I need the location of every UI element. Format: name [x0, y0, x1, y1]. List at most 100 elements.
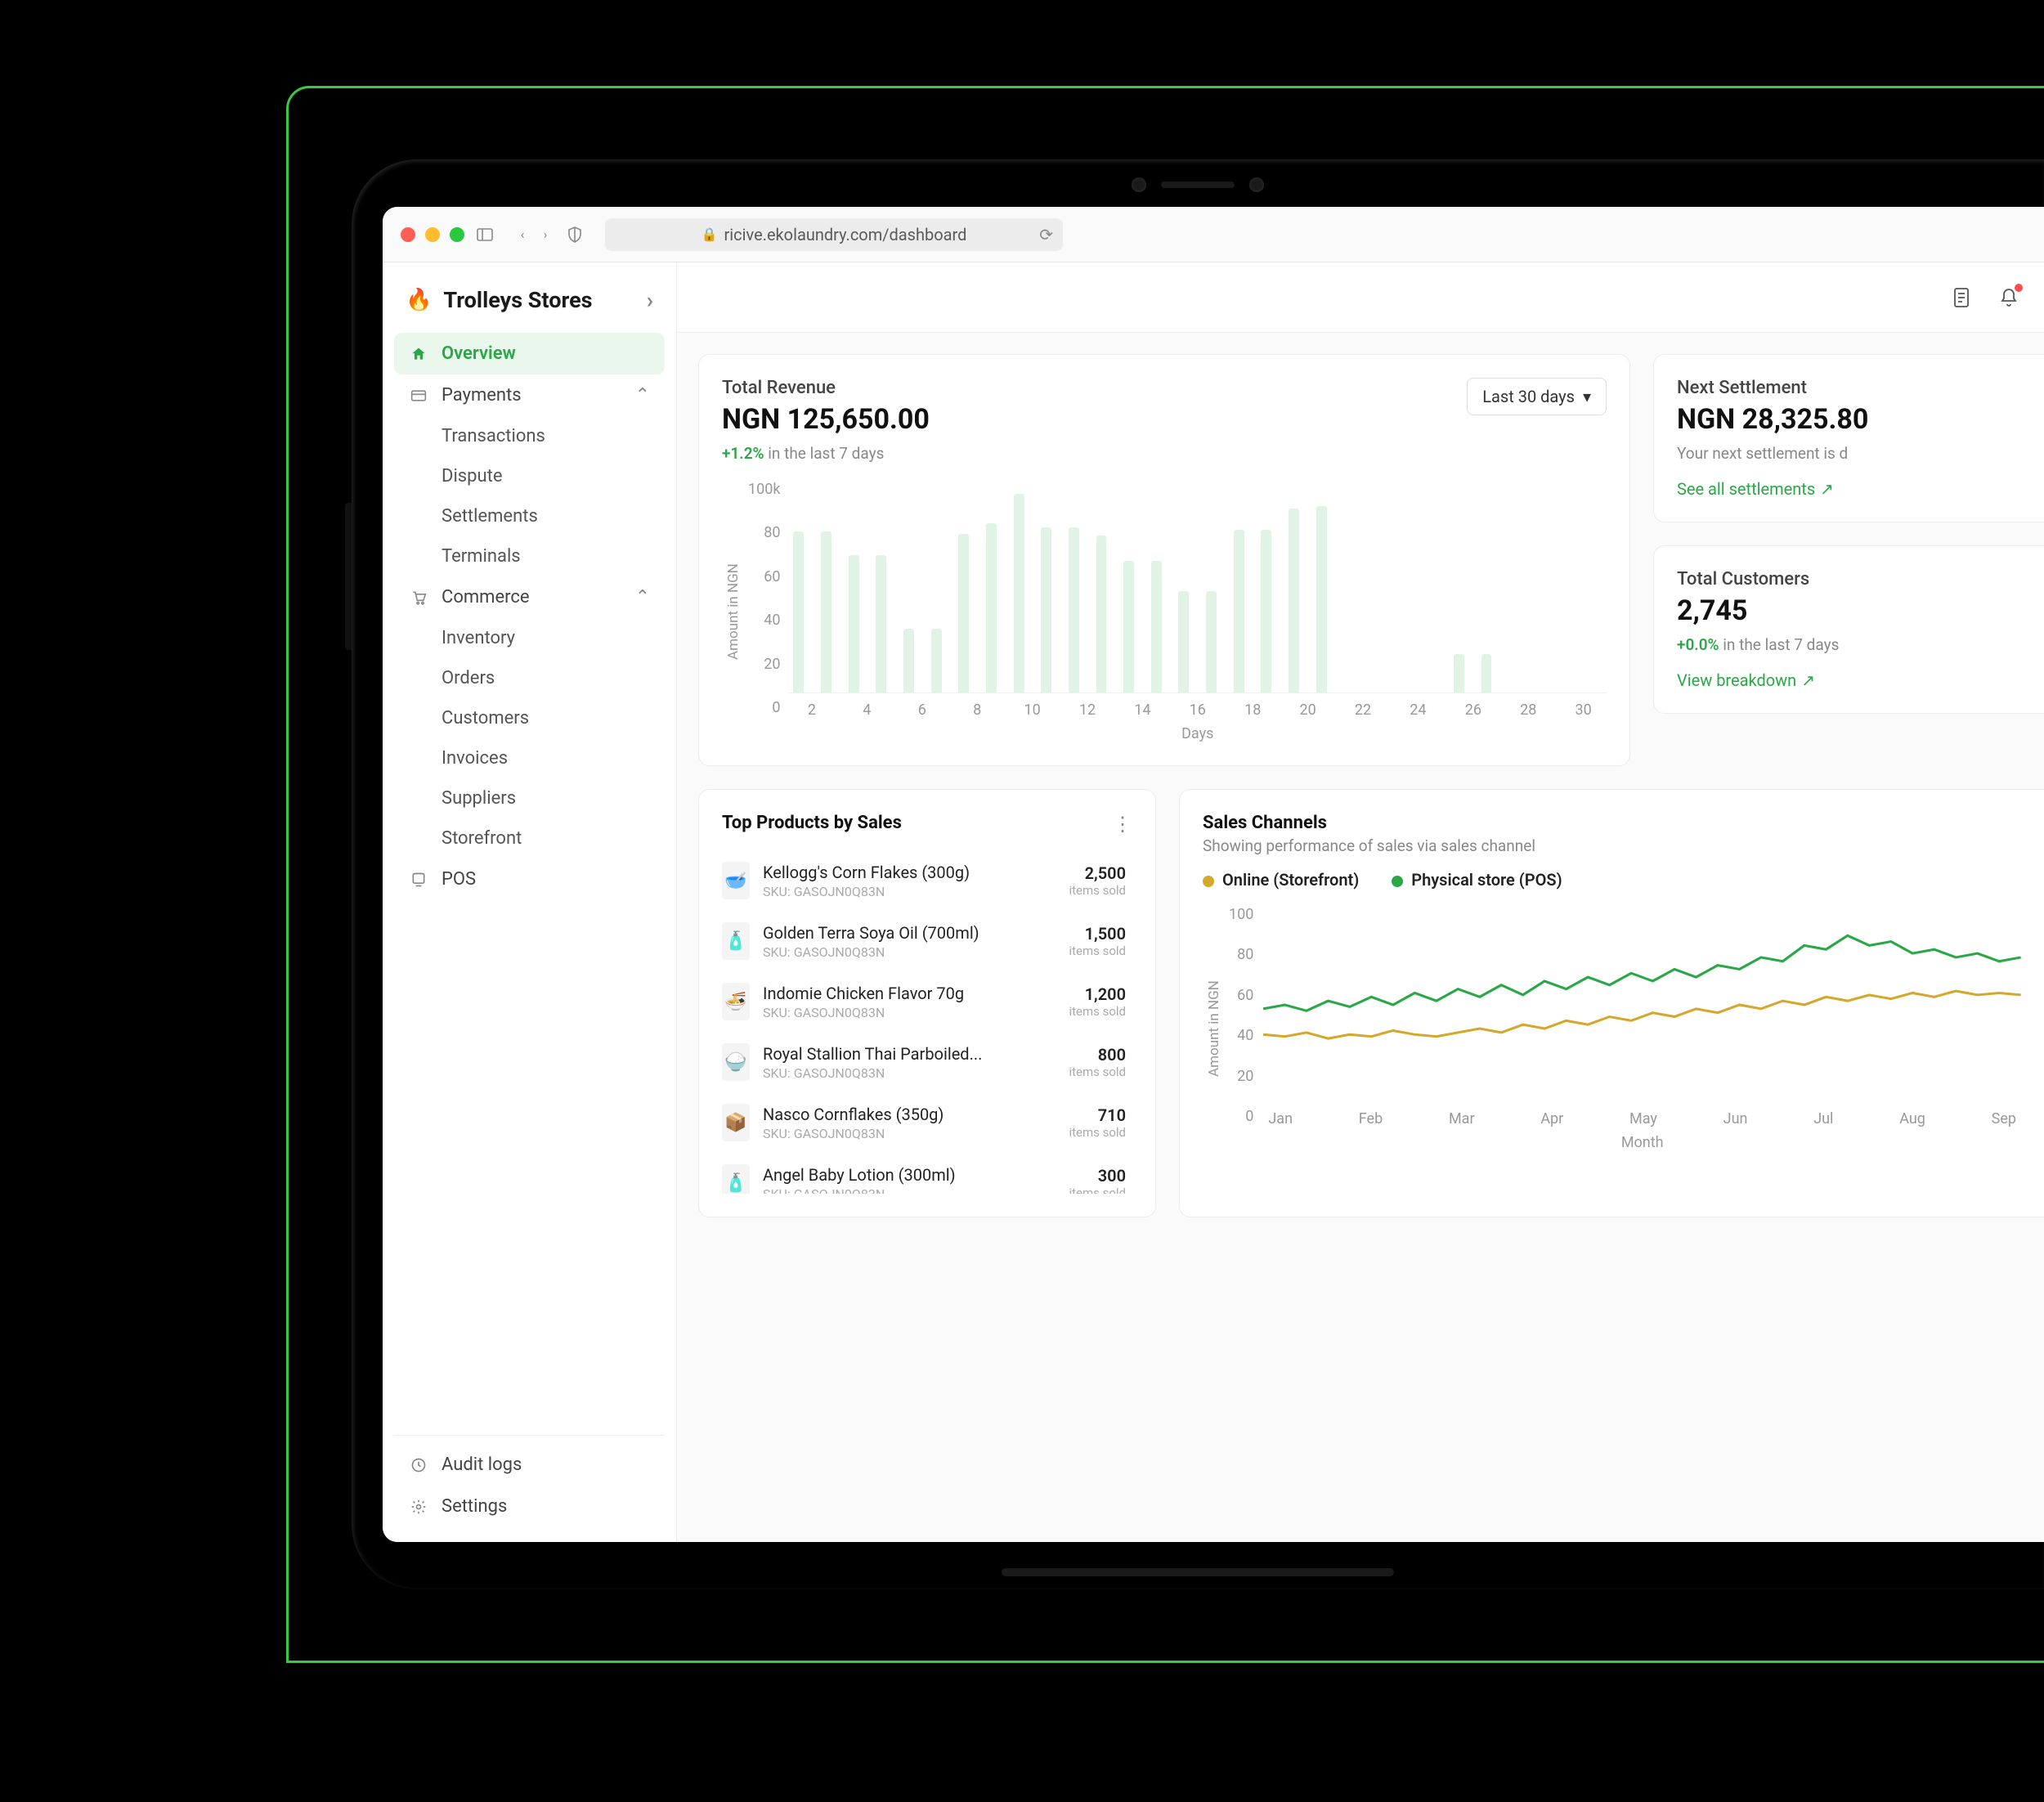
- product-unit: items sold: [1069, 1065, 1126, 1079]
- bar: [1261, 530, 1271, 693]
- product-unit: items sold: [1069, 1125, 1126, 1140]
- bar: [1316, 506, 1327, 693]
- y-axis-label: Amount in NGN: [1203, 906, 1226, 1151]
- bar: [793, 531, 804, 693]
- sidebar-label: Overview: [442, 343, 516, 364]
- product-name: Nasco Cornflakes (350g): [763, 1105, 1056, 1124]
- sidebar-item-suppliers[interactable]: Suppliers: [442, 778, 665, 818]
- sidebar-item-commerce[interactable]: Commerce ⌃: [394, 576, 665, 618]
- bar: [1289, 509, 1299, 693]
- gear-icon: [409, 1499, 428, 1515]
- sidebar-item-transactions[interactable]: Transactions: [442, 416, 665, 456]
- home-indicator: [1002, 1568, 1394, 1576]
- sidebar-item-storefront[interactable]: Storefront: [442, 818, 665, 858]
- sidebar-item-pos[interactable]: POS: [394, 858, 665, 900]
- sidebar-item-settlements[interactable]: Settlements: [442, 496, 665, 536]
- commerce-submenu: Inventory Orders Customers Invoices Supp…: [394, 618, 665, 858]
- product-qty: 1,500: [1069, 924, 1126, 944]
- product-name: Indomie Chicken Flavor 70g: [763, 984, 1056, 1003]
- product-name: Golden Terra Soya Oil (700ml): [763, 923, 1056, 943]
- bell-icon[interactable]: [1997, 285, 2021, 310]
- revenue-title: Total Revenue: [722, 378, 930, 398]
- product-row[interactable]: 🧴 Golden Terra Soya Oil (700ml) SKU: GAS…: [722, 911, 1126, 971]
- bar: [931, 629, 942, 693]
- channels-line-chart: Amount in NGN 100806040200 JanFebMarAprM…: [1203, 906, 2021, 1151]
- bar: [1481, 654, 1492, 693]
- bar: [1014, 494, 1024, 693]
- sidebar-label: Commerce: [442, 587, 530, 607]
- see-settlements-link[interactable]: See all settlements↗: [1677, 479, 1834, 499]
- chevron-right-icon: ›: [647, 287, 653, 313]
- browser-toolbar: ‹ › 🔒 ricive.ekolaundry.com/dashboard ⟳: [383, 207, 2044, 262]
- refresh-icon[interactable]: ⟳: [1039, 225, 1053, 244]
- product-sku: SKU: GASOJN0Q83N: [763, 1186, 1056, 1195]
- window-controls[interactable]: [401, 227, 464, 242]
- store-switcher[interactable]: 🔥 Trolleys Stores ›: [394, 280, 665, 333]
- sidebar-item-dispute[interactable]: Dispute: [442, 456, 665, 496]
- product-name: Royal Stallion Thai Parboiled...: [763, 1044, 1056, 1064]
- bar: [986, 523, 997, 693]
- bar: [1234, 530, 1244, 693]
- product-thumb: 🥣: [722, 862, 750, 899]
- chevron-up-icon: ⌃: [635, 587, 650, 607]
- view-breakdown-link[interactable]: View breakdown↗: [1677, 670, 1815, 690]
- sidebar-item-invoices[interactable]: Invoices: [442, 738, 665, 778]
- product-row[interactable]: 🍚 Royal Stallion Thai Parboiled... SKU: …: [722, 1032, 1126, 1092]
- chevron-up-icon: ⌃: [635, 385, 650, 406]
- physical-dot: [1392, 876, 1403, 887]
- bar: [903, 629, 914, 693]
- product-row[interactable]: 🍜 Indomie Chicken Flavor 70g SKU: GASOJN…: [722, 971, 1126, 1032]
- screen: ‹ › 🔒 ricive.ekolaundry.com/dashboard ⟳ …: [383, 207, 2044, 1542]
- product-qty: 300: [1069, 1166, 1126, 1186]
- bar: [958, 534, 969, 693]
- product-name: Angel Baby Lotion (300ml): [763, 1165, 1056, 1185]
- channels-title: Sales Channels: [1203, 813, 2021, 833]
- product-row[interactable]: 🧴 Angel Baby Lotion (300ml) SKU: GASOJN0…: [722, 1153, 1126, 1194]
- forward-button[interactable]: ›: [536, 226, 554, 244]
- caret-down-icon: ▾: [1583, 387, 1591, 406]
- product-row[interactable]: 🥣 Kellogg's Corn Flakes (300g) SKU: GASO…: [722, 850, 1126, 911]
- sidebar-item-customers[interactable]: Customers: [442, 698, 665, 738]
- bar: [1151, 561, 1162, 693]
- more-menu[interactable]: ⋮: [1113, 813, 1132, 836]
- sidebar-item-payments[interactable]: Payments ⌃: [394, 374, 665, 416]
- sidebar-label: Audit logs: [442, 1455, 522, 1475]
- url-text: ricive.ekolaundry.com/dashboard: [724, 225, 967, 244]
- product-row[interactable]: 📦 Nasco Cornflakes (350g) SKU: GASOJN0Q8…: [722, 1092, 1126, 1153]
- wallet-icon: [409, 389, 428, 402]
- payments-submenu: Transactions Dispute Settlements Termina…: [394, 416, 665, 576]
- sidebar-item-settings[interactable]: Settings: [394, 1486, 665, 1527]
- cart-icon: [409, 589, 428, 606]
- sidebar-item-inventory[interactable]: Inventory: [442, 618, 665, 658]
- physical-line: [1263, 935, 2021, 1011]
- back-button[interactable]: ‹: [513, 226, 531, 244]
- y-axis: 100k806040200: [745, 481, 788, 742]
- product-list[interactable]: 🥣 Kellogg's Corn Flakes (300g) SKU: GASO…: [722, 850, 1132, 1194]
- sidebar-item-orders[interactable]: Orders: [442, 658, 665, 698]
- period-selector[interactable]: Last 30 days▾: [1467, 378, 1607, 415]
- revenue-bar-chart: Amount in NGN 100k806040200 246810121416…: [722, 481, 1607, 742]
- pos-icon: [409, 872, 428, 888]
- product-sku: SKU: GASOJN0Q83N: [763, 1065, 1056, 1081]
- x-axis-label: Month: [1263, 1134, 2021, 1151]
- tablet-camera: [1091, 179, 1304, 191]
- bar: [1454, 654, 1464, 693]
- sidebar-item-overview[interactable]: Overview: [394, 333, 665, 374]
- privacy-shield-icon[interactable]: [566, 226, 584, 244]
- product-thumb: 🍜: [722, 983, 750, 1020]
- sidebar-item-terminals[interactable]: Terminals: [442, 536, 665, 576]
- sidebar-item-audit[interactable]: Audit logs: [394, 1444, 665, 1486]
- revenue-delta: +1.2% in the last 7 days: [722, 444, 930, 463]
- top-products-title: Top Products by Sales: [722, 813, 902, 833]
- document-icon[interactable]: [1949, 285, 1974, 310]
- product-sku: SKU: GASOJN0Q83N: [763, 944, 1056, 960]
- sidebar-toggle-icon[interactable]: [476, 226, 494, 244]
- settlement-card: Next Settlement NGN 28,325.80 Your next …: [1653, 354, 2044, 522]
- product-qty: 800: [1069, 1045, 1126, 1065]
- customers-title: Total Customers: [1677, 569, 2021, 589]
- product-qty: 2,500: [1069, 863, 1126, 883]
- customers-card: Total Customers 2,745 +0.0% in the last …: [1653, 545, 2044, 714]
- url-bar[interactable]: 🔒 ricive.ekolaundry.com/dashboard ⟳: [605, 218, 1063, 251]
- main-content: Total Revenue NGN 125,650.00 +1.2% in th…: [677, 262, 2044, 1542]
- revenue-card: Total Revenue NGN 125,650.00 +1.2% in th…: [698, 354, 1630, 766]
